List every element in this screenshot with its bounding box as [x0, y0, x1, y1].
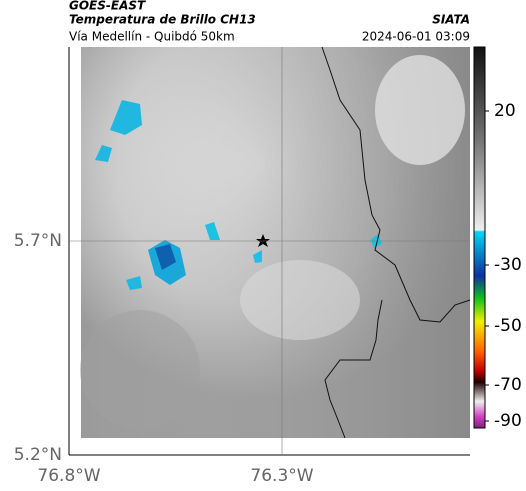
colorbar-label: 20	[494, 101, 516, 121]
timestamp: 2024-06-01 03:09	[362, 30, 470, 44]
lat-tick: 5.2°N	[14, 445, 62, 465]
lon-tick: 76.3°W	[250, 466, 313, 486]
colorbar	[473, 46, 486, 429]
source: GOES-EAST	[69, 0, 146, 13]
colorbar-label: -70	[494, 375, 522, 395]
title: Temperatura de Brillo CH13	[69, 13, 256, 27]
lon-tick: 76.8°W	[37, 466, 100, 486]
org: SIATA	[432, 13, 470, 27]
subtitle: Vía Medellín - Quibdó 50km	[69, 30, 235, 44]
lat-tick: 5.7°N	[14, 231, 62, 251]
colorbar-label: -90	[494, 411, 522, 431]
colorbar-ticks: 20 -30 -50 -70 -90	[485, 101, 522, 431]
colorbar-label: -30	[494, 255, 522, 275]
satellite-image	[80, 46, 471, 439]
colorbar-label: -50	[494, 316, 522, 336]
